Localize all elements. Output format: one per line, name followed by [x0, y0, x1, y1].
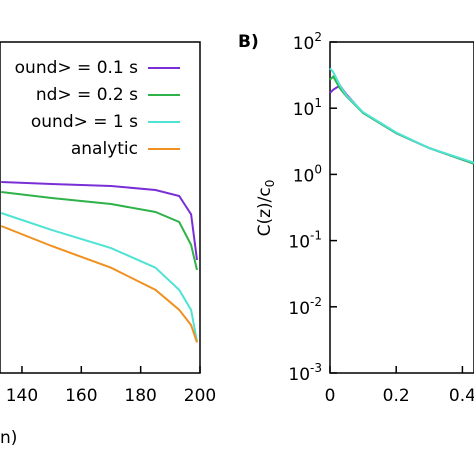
series-line [329, 67, 474, 164]
y-tick-label: 102 [293, 30, 322, 55]
x-tick-label: 160 [65, 386, 97, 406]
y-axis-label: C(z)/c0 [255, 180, 277, 237]
legend-label: nd> = 0.2 s [36, 85, 138, 105]
series-line [0, 212, 198, 342]
x-tick-label: 0 [325, 386, 336, 406]
x-tick-label: 180 [124, 386, 156, 406]
series-line [329, 84, 474, 165]
x-tick-label: 0.2 [383, 386, 410, 406]
plot-frame [329, 41, 474, 374]
legend-label: ound> = 0.1 s [15, 58, 138, 78]
series-line [0, 225, 198, 343]
series-line [1, 181, 198, 261]
y-tick-label: 100 [293, 162, 322, 187]
x-tick-label: 200 [184, 386, 216, 406]
y-tick-label: 101 [293, 96, 322, 121]
x-axis-label: n) [0, 428, 17, 448]
legend-label: analytic [71, 139, 138, 159]
x-tick-label: 140 [6, 386, 38, 406]
y-tick-label: 10-3 [288, 361, 322, 386]
x-tick-label: 0.4 [449, 386, 474, 406]
series-line [1, 191, 198, 271]
panel-label: B) [238, 32, 259, 52]
plot-frame [0, 41, 201, 374]
series-line [329, 75, 474, 165]
legend-label: ound> = 1 s [31, 112, 138, 132]
y-tick-label: 10-2 [288, 294, 322, 319]
y-tick-label: 10-1 [288, 228, 322, 253]
